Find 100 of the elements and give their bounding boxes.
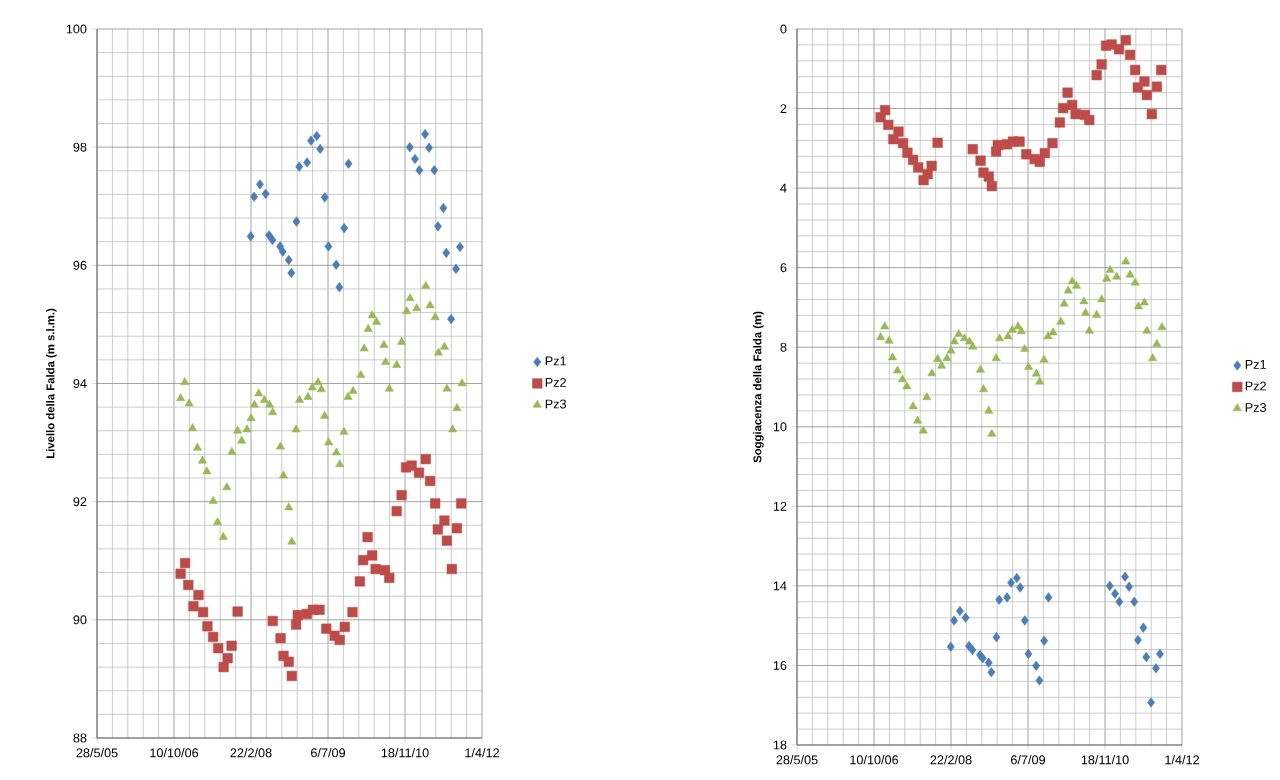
point: [367, 550, 378, 561]
y-tick-label: 14: [773, 581, 787, 591]
point: [1092, 309, 1102, 318]
y-tick-label: 100: [66, 24, 87, 34]
point: [1147, 697, 1155, 708]
point: [1142, 325, 1152, 334]
point: [1016, 326, 1026, 334]
point: [1096, 59, 1107, 70]
point: [415, 165, 424, 176]
point: [402, 306, 412, 315]
point: [1130, 596, 1139, 607]
point: [335, 282, 344, 293]
point: [1035, 376, 1045, 385]
point: [1020, 344, 1030, 352]
point: [1031, 368, 1041, 377]
point: [222, 482, 232, 491]
point: [278, 246, 287, 257]
point: [995, 333, 1004, 342]
y-tick-label: 12: [773, 501, 787, 511]
point: [1120, 35, 1131, 46]
point: [218, 662, 229, 673]
point: [396, 490, 407, 501]
y-tick-label: 4: [780, 183, 787, 193]
point: [343, 392, 353, 400]
y-tick-label: 88: [73, 733, 87, 743]
point: [279, 470, 288, 479]
y-tick-label: 92: [73, 497, 87, 507]
point: [316, 384, 326, 393]
x-tick-label: 28/5/05: [76, 748, 118, 758]
point: [405, 142, 414, 153]
y-axis-title: Soggiacenza della Falda (m): [753, 311, 764, 463]
point: [324, 437, 334, 446]
point: [339, 621, 350, 632]
point: [218, 532, 228, 540]
point: [344, 158, 353, 169]
x-tick-label: 1/4/12: [1165, 755, 1199, 765]
point: [292, 610, 303, 621]
point: [1130, 277, 1140, 286]
point: [430, 498, 441, 509]
point: [1012, 572, 1021, 583]
point: [348, 386, 358, 394]
point: [265, 399, 274, 408]
point: [1139, 622, 1148, 633]
y-tick-label: 6: [780, 263, 787, 273]
point: [232, 606, 243, 617]
point: [1139, 76, 1150, 87]
point: [334, 634, 345, 645]
x-tick-label: 28/5/05: [776, 755, 818, 765]
point: [222, 653, 233, 664]
point: [1072, 280, 1081, 289]
point: [188, 423, 197, 432]
point: [884, 335, 894, 344]
point: [359, 343, 369, 352]
point: [384, 572, 395, 583]
point: [287, 267, 296, 279]
point: [284, 254, 293, 266]
point: [987, 428, 997, 437]
point: [176, 393, 186, 401]
point: [1020, 615, 1029, 626]
y-tick-label: 96: [73, 260, 87, 270]
point: [249, 399, 259, 408]
point: [913, 415, 923, 424]
point: [984, 405, 994, 414]
point: [439, 515, 450, 526]
point: [372, 316, 381, 325]
point: [283, 656, 294, 667]
point: [358, 555, 369, 566]
point: [208, 631, 219, 643]
point: [226, 640, 237, 651]
point: [430, 312, 440, 320]
point: [876, 332, 886, 340]
point: [1007, 325, 1017, 333]
point: [995, 594, 1004, 605]
point: [287, 536, 297, 545]
point: [227, 446, 237, 455]
x-tick-label: 1/4/12: [465, 748, 499, 758]
point: [1039, 354, 1049, 363]
point: [1105, 580, 1114, 591]
legend-label: Pz1: [1245, 360, 1266, 369]
point: [933, 354, 943, 362]
y-tick-label: 98: [73, 142, 87, 152]
point: [314, 604, 325, 615]
point: [918, 425, 928, 434]
point: [913, 162, 924, 173]
point: [954, 329, 964, 337]
point: [246, 231, 255, 242]
point: [276, 441, 285, 450]
point: [259, 394, 269, 403]
point: [1047, 138, 1058, 149]
point: [303, 392, 313, 400]
point: [339, 426, 349, 435]
point: [1156, 64, 1167, 76]
point: [1121, 571, 1129, 582]
point: [1125, 49, 1136, 60]
point: [983, 171, 994, 182]
point: [967, 144, 978, 155]
point: [362, 532, 373, 543]
point: [420, 454, 431, 465]
legend-label: Pz3: [1245, 403, 1267, 412]
point: [987, 667, 996, 678]
